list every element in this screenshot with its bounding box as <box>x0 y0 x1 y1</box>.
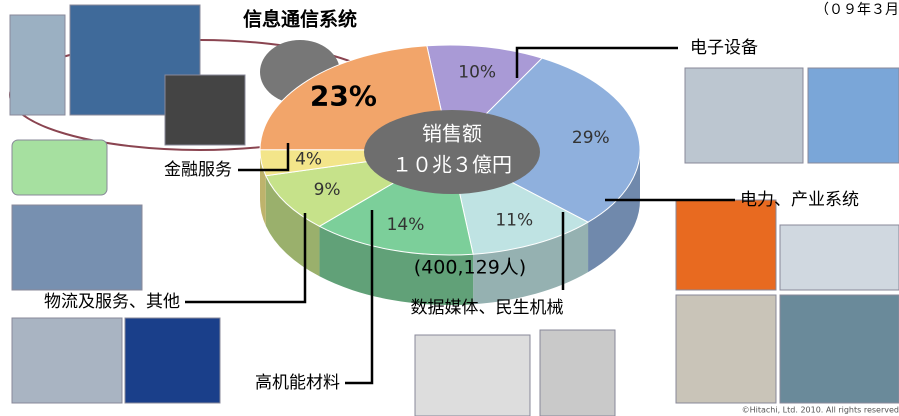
photo-card <box>12 140 107 195</box>
category-label: 电子设备 <box>690 38 758 58</box>
chart-title: 信息通信系统 <box>243 8 357 31</box>
value-label: 29% <box>572 128 610 148</box>
value-label: 14% <box>387 215 425 235</box>
photo-mri <box>685 68 803 163</box>
category-label: 高机能材料 <box>255 373 340 393</box>
value-label: 23% <box>310 80 377 113</box>
photo-router <box>165 75 245 145</box>
pie: 销售额 １０兆３億円 (400,129人) 10% 29% 11% 14% 9% 4% 23% <box>260 45 640 305</box>
value-label: 9% <box>314 180 341 200</box>
photo-plant <box>780 295 899 403</box>
center-total: １０兆３億円 <box>392 153 512 177</box>
value-label: 11% <box>495 210 533 230</box>
value-label: 4% <box>295 150 322 170</box>
category-label: 电力、产业系统 <box>740 190 859 210</box>
chart: 销售额 １０兆３億円 (400,129人) 10% 29% 11% 14% 9% 4% 23% 信… <box>0 0 899 416</box>
employees: (400,129人) <box>414 257 526 279</box>
date-note: （０９年３月 <box>815 2 899 18</box>
category-label: 数据媒体、民生机械 <box>411 298 564 318</box>
photo-train <box>780 225 899 290</box>
photo-washer <box>540 330 615 416</box>
photo-excavator <box>676 200 776 290</box>
photo-elevator <box>676 295 776 403</box>
copyright: ©Hitachi, Ltd. 2010. All rights reserved <box>742 406 899 415</box>
photo-atm <box>10 15 65 115</box>
photo-metal <box>12 318 122 403</box>
category-label: 物流及服务、其他 <box>44 292 180 312</box>
photo-disc <box>125 318 220 403</box>
photo-display <box>808 68 899 163</box>
photo-tv <box>415 335 530 416</box>
photo-truck <box>12 205 142 290</box>
value-label: 10% <box>458 63 496 83</box>
center-label: 销售额 <box>422 122 482 146</box>
category-label: 金融服务 <box>164 160 232 180</box>
